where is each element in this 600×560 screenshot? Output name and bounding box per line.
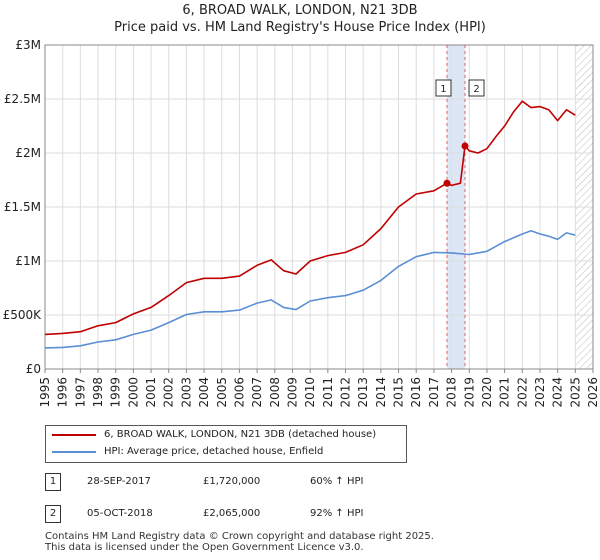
- chart-subtitle: Price paid vs. HM Land Registry's House …: [114, 20, 486, 35]
- sale-number-badge: 1: [45, 473, 61, 491]
- y-tick-label: £2M: [15, 146, 41, 160]
- legend-swatch-hpi: [52, 451, 96, 453]
- x-tick-label: 2013: [356, 377, 370, 408]
- sale-point: [461, 142, 469, 150]
- y-tick-label: £0: [26, 362, 41, 376]
- annotation-box: [468, 79, 485, 97]
- footer-line-2: This data is licensed under the Open Gov…: [45, 542, 364, 553]
- x-tick-label: 2007: [250, 377, 264, 408]
- sale-price: £2,065,000: [203, 508, 261, 519]
- x-tick-label: 2019: [462, 377, 476, 408]
- legend-label-hpi: HPI: Average price, detached house, Enfi…: [104, 446, 324, 457]
- x-tick-label: 2011: [321, 377, 335, 408]
- x-tick-label: 2010: [303, 377, 317, 408]
- x-tick-label: 2023: [533, 377, 547, 408]
- plot-frame: [44, 44, 594, 370]
- x-tick-label: 2017: [427, 377, 441, 408]
- x-tick-label: 2005: [215, 377, 229, 408]
- x-tick-label: 1996: [56, 377, 70, 408]
- x-tick-label: 2008: [268, 377, 282, 408]
- sale-hpi-change: 60% ↑ HPI: [310, 476, 364, 487]
- y-tick-label: £2.5M: [4, 92, 41, 106]
- x-tick-label: 1998: [91, 377, 105, 408]
- x-tick-label: 2025: [568, 377, 582, 408]
- x-tick-label: 2024: [551, 377, 565, 408]
- chart-plot: £0 £500K £1M £1.5M £2M £2.5M £3M 1995 1996 1997 19…: [3, 38, 600, 408]
- footer: Contains HM Land Registry data © Crown c…: [45, 531, 434, 553]
- x-tick-label: 1997: [73, 377, 87, 408]
- hpi-series-line: [44, 230, 576, 349]
- x-tick-label: 1995: [38, 377, 52, 408]
- legend-label-property: 6, BROAD WALK, LONDON, N21 3DB (detached…: [104, 429, 377, 440]
- x-tick-label: 2000: [126, 377, 140, 408]
- annotation-label: 2: [473, 84, 479, 95]
- chart-title: 6, BROAD WALK, LONDON, N21 3DB: [182, 3, 418, 18]
- x-tick-label: 2016: [409, 377, 423, 408]
- y-tick-label: £1M: [15, 254, 41, 268]
- sale-date: 05-OCT-2018: [87, 508, 153, 519]
- x-tick-label: 2012: [339, 377, 353, 408]
- x-tick-label: 2018: [445, 377, 459, 408]
- annotation-box: [435, 79, 452, 97]
- x-tick-label: 2022: [515, 377, 529, 408]
- sale-date: 28-SEP-2017: [87, 476, 151, 487]
- x-tick-label: 2015: [392, 377, 406, 408]
- x-tick-label: 2014: [374, 377, 388, 408]
- x-tick-label: 2004: [197, 377, 211, 408]
- x-tick-label: 2020: [480, 377, 494, 408]
- sale-number-badge: 2: [45, 505, 61, 523]
- x-tick-label: 2026: [586, 377, 600, 408]
- legend: 6, BROAD WALK, LONDON, N21 3DB (detached…: [45, 425, 407, 463]
- x-tick-label: 2001: [144, 377, 158, 408]
- sale-hpi-change: 92% ↑ HPI: [310, 508, 364, 519]
- sale-point: [443, 179, 451, 187]
- y-tick-label: £500K: [3, 308, 43, 322]
- property-series-line: [44, 100, 576, 336]
- x-tick-label: 2009: [285, 377, 299, 408]
- y-tick-label: £3M: [15, 38, 41, 52]
- x-tick-label: 2002: [162, 377, 176, 408]
- sale-price: £1,720,000: [203, 476, 261, 487]
- x-tick-label: 2006: [232, 377, 246, 408]
- annotation-label: 1: [440, 84, 446, 95]
- x-tick-label: 2003: [179, 377, 193, 408]
- x-tick-label: 2021: [498, 377, 512, 408]
- y-tick-label: £1.5M: [4, 200, 41, 214]
- legend-swatch-property: [52, 434, 96, 436]
- footer-line-1: Contains HM Land Registry data © Crown c…: [45, 531, 434, 542]
- x-tick-label: 1999: [109, 377, 123, 408]
- chart-title-block: 6, BROAD WALK, LONDON, N21 3DB Price pai…: [0, 2, 600, 36]
